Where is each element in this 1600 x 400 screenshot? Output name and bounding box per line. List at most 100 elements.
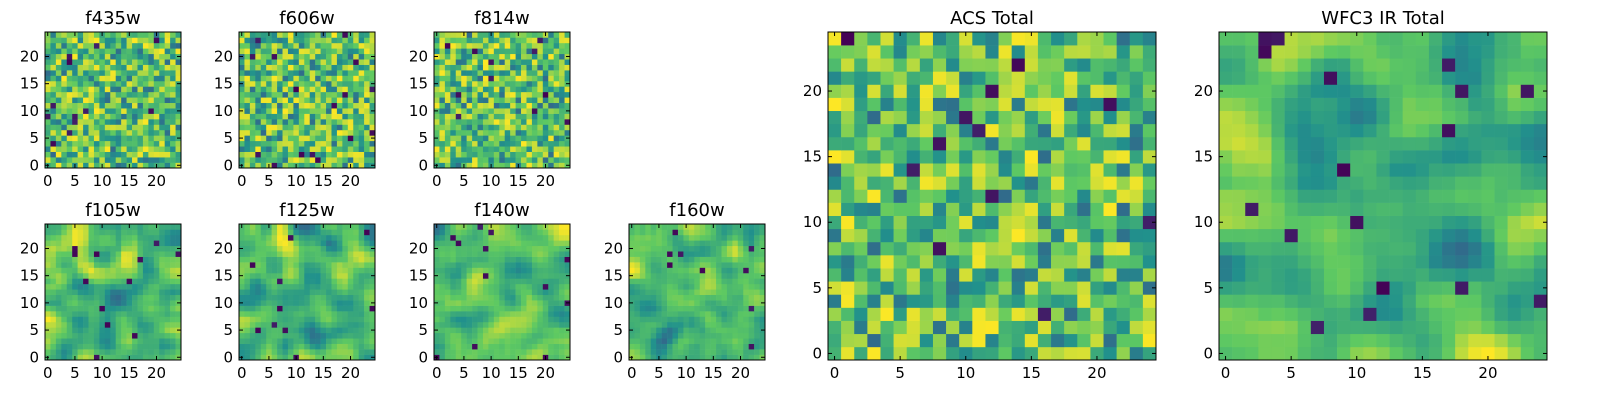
heatmap-cell xyxy=(537,267,544,274)
heatmap-cell xyxy=(66,354,73,361)
heatmap-cell xyxy=(72,262,78,268)
heatmap-cell xyxy=(699,316,706,323)
heatmap-cell xyxy=(726,332,733,339)
heatmap-cell xyxy=(737,251,744,257)
heatmap-cell xyxy=(153,157,160,163)
heatmap-cell xyxy=(72,234,78,241)
heatmap-cell xyxy=(121,124,127,131)
heatmap-cell xyxy=(439,327,446,334)
heatmap-cell xyxy=(315,135,321,142)
heatmap-cell xyxy=(893,255,908,269)
heatmap-cell xyxy=(271,327,278,334)
heatmap-cell xyxy=(126,37,133,44)
heatmap-cell xyxy=(126,157,133,163)
heatmap-cell xyxy=(126,278,133,285)
heatmap-cell xyxy=(50,272,57,279)
heatmap-cell xyxy=(159,300,165,306)
heatmap-cell xyxy=(542,289,549,296)
heatmap-cell xyxy=(531,283,538,290)
heatmap-cell xyxy=(159,97,165,104)
heatmap-cell xyxy=(170,332,176,339)
heatmap-cell xyxy=(126,113,133,120)
heatmap-cell xyxy=(88,272,95,279)
heatmap-cell xyxy=(45,91,51,98)
heatmap-cell xyxy=(298,338,305,344)
heatmap-cell xyxy=(104,119,111,125)
heatmap-cell xyxy=(710,278,717,285)
heatmap-cell xyxy=(99,113,106,120)
heatmap-cell xyxy=(153,300,160,306)
heatmap-cell xyxy=(298,272,305,279)
heatmap-cell xyxy=(444,119,451,125)
heatmap-cell xyxy=(759,316,766,323)
heatmap-cell xyxy=(358,240,365,247)
heatmap-cell xyxy=(499,129,506,136)
heatmap-cell xyxy=(531,349,538,355)
heatmap-cell xyxy=(699,327,706,334)
heatmap-cell xyxy=(477,294,484,301)
heatmap-cell xyxy=(277,129,283,136)
heatmap-cell xyxy=(493,80,500,87)
heatmap-cell xyxy=(661,234,668,241)
heatmap-cell xyxy=(564,59,571,65)
heatmap-cell xyxy=(488,283,495,290)
heatmap-cell xyxy=(309,338,316,344)
heatmap-cell xyxy=(266,294,272,301)
heatmap-cell xyxy=(880,307,894,321)
heatmap-cell xyxy=(271,59,278,65)
heatmap-cell xyxy=(542,135,549,142)
heatmap-cell xyxy=(732,229,739,236)
heatmap-cell xyxy=(358,311,365,317)
heatmap-cell xyxy=(72,305,78,312)
heatmap-cell xyxy=(1129,307,1144,321)
heatmap-cell xyxy=(521,272,527,279)
heatmap-cell xyxy=(132,278,138,285)
heatmap-cell xyxy=(320,234,327,241)
heatmap-cell xyxy=(137,327,144,334)
heatmap-cell xyxy=(121,70,127,76)
heatmap-cell xyxy=(531,59,538,65)
heatmap-cell xyxy=(710,338,717,344)
heatmap-cell xyxy=(683,349,690,355)
heatmap-cell xyxy=(104,343,111,350)
heatmap-cell xyxy=(639,262,646,268)
heatmap-cell xyxy=(121,240,127,247)
heatmap-cell xyxy=(1024,228,1039,243)
heatmap-cell xyxy=(115,251,122,257)
heatmap-cell xyxy=(315,102,321,109)
heatmap-cell xyxy=(504,108,511,114)
heatmap-cell xyxy=(499,316,506,323)
heatmap-cell xyxy=(277,272,283,279)
heatmap-cell xyxy=(132,70,138,76)
heatmap-cell xyxy=(499,311,506,317)
heatmap-cell xyxy=(326,53,332,60)
heatmap-cell xyxy=(66,343,73,350)
heatmap-cell xyxy=(444,278,451,285)
heatmap-cell xyxy=(309,300,316,306)
heatmap-cell xyxy=(121,59,127,65)
heatmap-cell xyxy=(699,305,706,312)
heatmap-cell xyxy=(710,300,717,306)
heatmap-cell xyxy=(667,256,673,263)
heatmap-cell xyxy=(504,267,511,274)
heatmap-cell xyxy=(683,245,690,252)
heatmap-cell xyxy=(93,108,100,114)
heatmap-cell xyxy=(358,278,365,285)
heatmap-cell xyxy=(743,234,749,241)
heatmap-cell xyxy=(515,294,522,301)
heatmap-cell xyxy=(88,42,95,49)
heatmap-cell xyxy=(93,283,100,290)
heatmap-cell xyxy=(77,305,84,312)
heatmap-cell xyxy=(504,119,511,125)
heatmap-cell xyxy=(164,86,171,93)
heatmap-cell xyxy=(488,86,495,93)
heatmap-cell xyxy=(249,108,256,114)
heatmap-cell xyxy=(1142,255,1157,269)
heatmap-cell xyxy=(170,97,176,104)
heatmap-cell xyxy=(287,245,294,252)
heatmap-cell xyxy=(364,278,370,285)
heatmap-cell xyxy=(444,311,451,317)
heatmap-cell xyxy=(482,349,489,355)
heatmap-cell xyxy=(110,349,117,355)
heatmap-cell xyxy=(266,37,272,44)
